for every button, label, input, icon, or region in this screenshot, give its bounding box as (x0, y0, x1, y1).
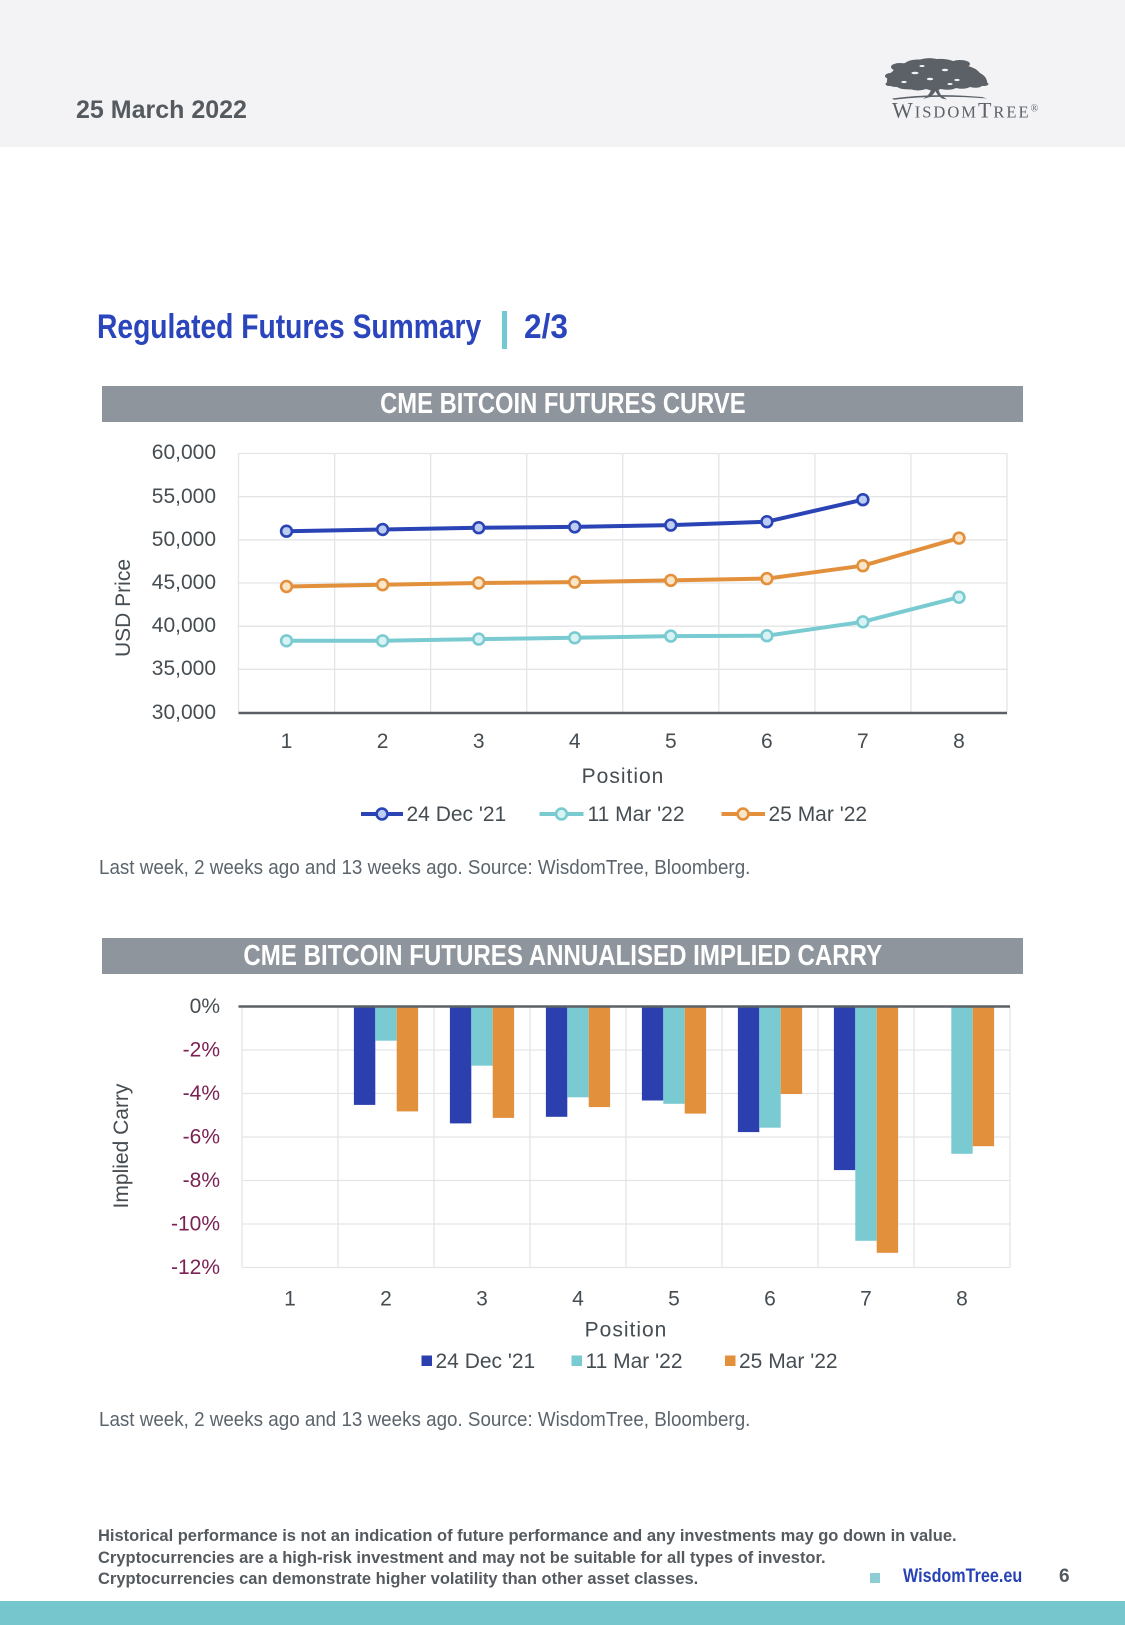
svg-text:60,000: 60,000 (152, 441, 216, 464)
svg-text:5: 5 (665, 730, 677, 753)
svg-text:8: 8 (956, 1288, 968, 1311)
svg-text:40,000: 40,000 (152, 614, 216, 637)
svg-text:-8%: -8% (183, 1169, 220, 1192)
svg-text:55,000: 55,000 (152, 485, 216, 508)
svg-text:-12%: -12% (171, 1256, 220, 1279)
svg-text:USD Price: USD Price (112, 559, 135, 657)
svg-text:5: 5 (668, 1288, 680, 1311)
svg-text:2: 2 (380, 1288, 392, 1311)
svg-text:25 Mar '22: 25 Mar '22 (769, 803, 868, 826)
svg-text:24 Dec '21: 24 Dec '21 (436, 1350, 536, 1373)
svg-text:7: 7 (857, 730, 869, 753)
svg-text:11 Mar '22: 11 Mar '22 (588, 803, 685, 826)
svg-text:24 Dec '21: 24 Dec '21 (407, 803, 507, 826)
svg-text:1: 1 (281, 730, 293, 753)
svg-text:6: 6 (764, 1288, 776, 1311)
svg-text:6: 6 (761, 730, 773, 753)
svg-text:1: 1 (284, 1288, 296, 1311)
svg-text:-4%: -4% (183, 1082, 220, 1105)
svg-text:-6%: -6% (183, 1126, 220, 1149)
svg-text:50,000: 50,000 (152, 528, 216, 551)
svg-text:30,000: 30,000 (152, 701, 216, 724)
svg-text:4: 4 (572, 1288, 584, 1311)
svg-text:3: 3 (473, 730, 485, 753)
svg-text:11 Mar '22: 11 Mar '22 (586, 1350, 683, 1373)
svg-text:-2%: -2% (183, 1039, 220, 1062)
svg-text:3: 3 (476, 1288, 488, 1311)
svg-text:Position: Position (585, 1319, 668, 1342)
svg-text:0%: 0% (190, 995, 220, 1018)
svg-text:25 Mar '22: 25 Mar '22 (739, 1350, 838, 1373)
svg-text:7: 7 (860, 1288, 872, 1311)
svg-text:WISDOMTREE®: WISDOMTREE® (892, 98, 1040, 123)
svg-text:Implied Carry: Implied Carry (110, 1083, 133, 1208)
svg-text:35,000: 35,000 (152, 657, 216, 680)
svg-text:4: 4 (569, 730, 581, 753)
svg-text:45,000: 45,000 (152, 571, 216, 594)
svg-text:Position: Position (582, 765, 665, 788)
svg-text:2: 2 (377, 730, 389, 753)
svg-text:-10%: -10% (171, 1213, 220, 1236)
svg-text:8: 8 (953, 730, 965, 753)
